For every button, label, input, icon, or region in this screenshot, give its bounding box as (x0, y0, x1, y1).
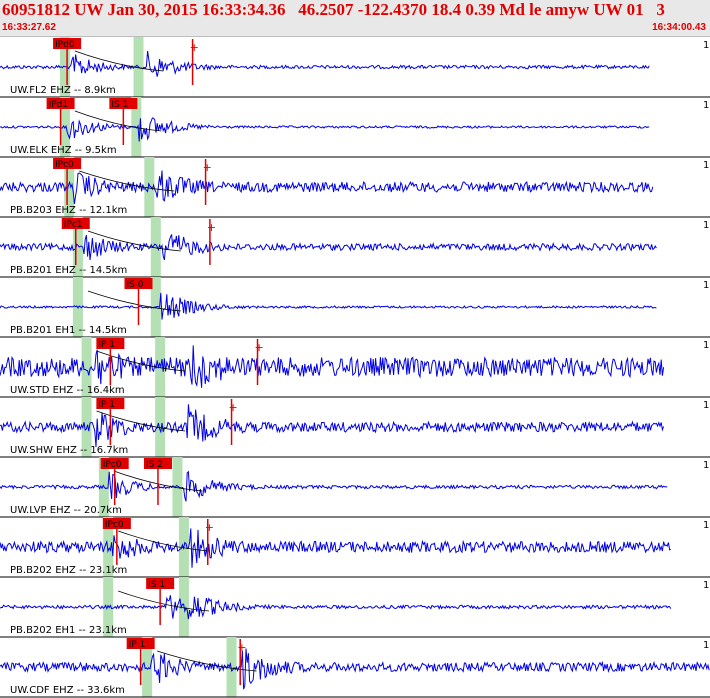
theory-arrival-band (172, 457, 183, 517)
pick-marker: + (229, 401, 238, 414)
phase-pick-label-box (102, 518, 131, 529)
phase-pick-label-box (143, 458, 172, 469)
station-label: PB.B201 EH1 -- 14.5km (10, 325, 127, 336)
travel-time-curve (157, 650, 257, 672)
start-time: 16:33:27.62 (2, 22, 56, 33)
waveform-trace (0, 292, 657, 320)
waveform-trace (0, 528, 671, 568)
pick-marker: + (203, 161, 212, 174)
amplitude-scale: 1 (703, 400, 709, 411)
travel-time-curve (96, 350, 186, 372)
theory-arrival-band (142, 637, 153, 697)
phase-pick-label: IP 1 (98, 400, 115, 410)
theory-arrival-band (72, 217, 83, 277)
waveform-trace (0, 648, 710, 690)
end-time: 16:34:00.43 (652, 22, 706, 33)
amplitude-scale: 1 (703, 100, 709, 111)
travel-time-curve (118, 530, 209, 552)
phase-pick-label-box (53, 38, 82, 49)
station-label: UW.SHW EHZ -- 16.7km (10, 445, 128, 456)
phase-pick-label-box (46, 98, 75, 109)
theory-arrival-band (144, 157, 155, 217)
phase-pick-label: IP 1 (98, 340, 115, 350)
station-label: PB.B202 EH1 -- 23.1km (10, 625, 127, 636)
phase-pick-label: IS 1 (111, 100, 128, 110)
waveform-trace (0, 234, 657, 261)
theory-arrival-band (103, 517, 114, 577)
theory-arrival-band (226, 637, 237, 697)
amplitude-scale: 1 (703, 160, 709, 171)
station-label: UW.FL2 EHZ -- 8.9km (10, 85, 116, 96)
amplitude-scale: 1 (703, 280, 709, 291)
amplitude-scale: 1 (703, 520, 709, 531)
waveform-trace (0, 117, 650, 142)
pick-marker: + (207, 221, 216, 234)
event-header: 60951812 UW Jan 30, 2015 16:33:34.36 46.… (0, 0, 710, 37)
station-label: UW.STD EHZ -- 16.4km (10, 385, 125, 396)
theory-arrival-band (64, 157, 75, 217)
waveform-trace (0, 404, 665, 448)
event-title: 60951812 UW Jan 30, 2015 16:33:34.36 46.… (2, 0, 665, 19)
amplitude-scale: 1 (703, 580, 709, 591)
travel-time-curve (74, 50, 164, 72)
waveform-trace (0, 595, 672, 620)
phase-pick-label-box (100, 458, 129, 469)
pick-marker: + (255, 341, 264, 354)
amplitude-scale: 1 (703, 40, 709, 51)
theory-arrival-band (81, 337, 92, 397)
waveform-trace (0, 170, 654, 204)
station-label: UW.CDF EHZ -- 33.6km (10, 685, 125, 696)
phase-pick-label: IPc1 (64, 220, 83, 230)
phase-pick-label: IPc0 (105, 520, 124, 530)
amplitude-scale: 1 (703, 460, 709, 471)
pick-marker: + (237, 641, 246, 654)
phase-pick-label-box (96, 398, 125, 409)
phase-pick-label: IPd1 (49, 100, 69, 110)
phase-pick-label: IS 0 (126, 280, 143, 290)
travel-time-curve (96, 410, 186, 432)
travel-time-curve (79, 170, 175, 192)
phase-pick-label-box (53, 158, 82, 169)
station-label: PB.B203 EHZ -- 12.1km (10, 205, 127, 216)
phase-pick-label-box (109, 98, 138, 109)
station-label: UW.ELK EHZ -- 9.5km (10, 145, 117, 156)
station-label: UW.LVP EHZ -- 20.7km (10, 505, 122, 516)
seismogram-panel[interactable]: IPd0 + UW.FL2 EHZ -- 8.9km 1 IPd1 IS 1 UW.ELK … (0, 37, 710, 698)
phase-pick-label: IPd0 (55, 40, 75, 50)
phase-pick-label: IS 1 (148, 580, 165, 590)
phase-pick-label: IPc0 (103, 460, 122, 470)
waveform-trace (0, 470, 668, 502)
phase-pick-label-box (146, 578, 175, 589)
station-label: PB.B202 EHZ -- 23.1km (10, 565, 127, 576)
travel-time-curve (87, 290, 181, 312)
theory-arrival-band (155, 337, 166, 397)
amplitude-scale: 1 (703, 640, 709, 651)
pick-marker: + (205, 521, 214, 534)
waveform-trace (0, 50, 650, 77)
pick-marker: + (190, 41, 199, 54)
station-label: PB.B201 EHZ -- 14.5km (10, 265, 127, 276)
phase-pick-label: IPc0 (55, 160, 74, 170)
amplitude-scale: 1 (703, 220, 709, 231)
travel-time-curve (87, 230, 181, 252)
phase-pick-label-box (61, 218, 90, 229)
theory-arrival-band (155, 397, 166, 457)
phase-pick-label: IP 1 (129, 640, 146, 650)
theory-arrival-band (150, 217, 161, 277)
travel-time-curve (118, 590, 209, 612)
amplitude-scale: 1 (703, 340, 709, 351)
phase-pick-label-box (126, 638, 155, 649)
phase-pick-label-box (124, 278, 153, 289)
phase-pick-label: IS 2 (146, 460, 163, 470)
theory-arrival-band (103, 577, 114, 637)
phase-pick-label-box (96, 338, 125, 349)
travel-time-curve (74, 110, 162, 132)
